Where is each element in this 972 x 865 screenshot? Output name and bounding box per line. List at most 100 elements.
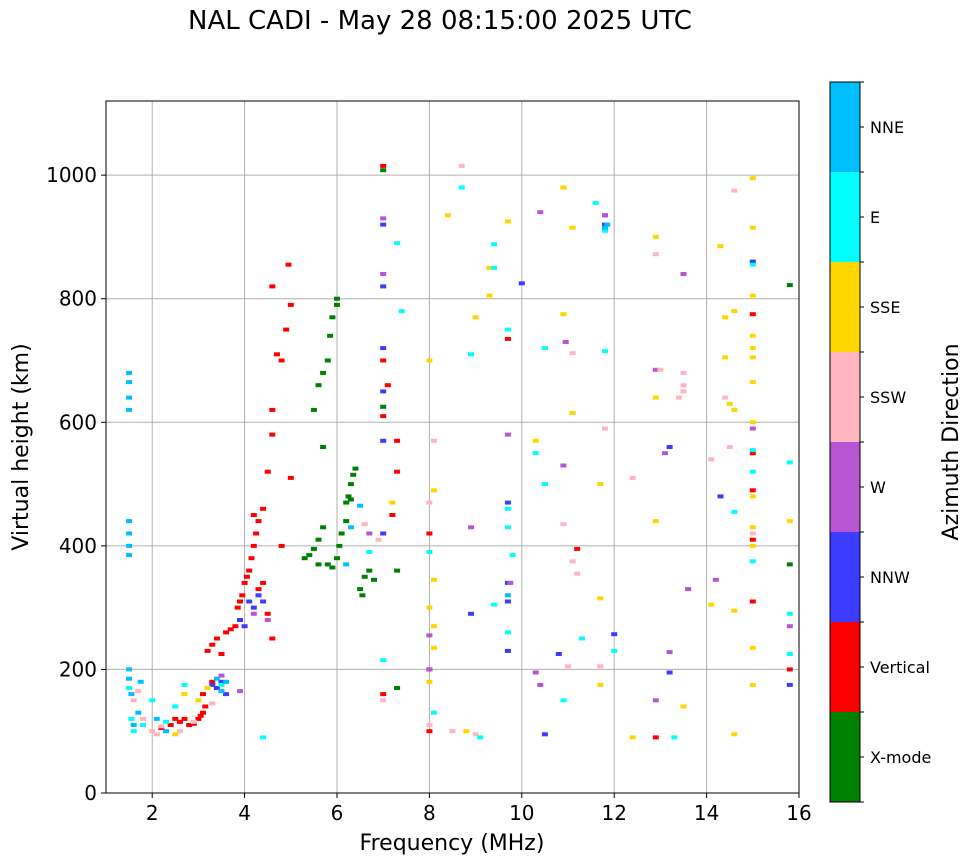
- data-point: [652, 234, 659, 239]
- data-point: [394, 469, 401, 474]
- data-point: [350, 472, 357, 477]
- data-point: [218, 689, 225, 694]
- data-point: [426, 550, 433, 554]
- data-point: [126, 676, 133, 681]
- data-point: [680, 383, 687, 388]
- data-point: [223, 692, 230, 697]
- data-point: [491, 602, 498, 607]
- y-tick-label: 0: [84, 781, 97, 805]
- data-point: [786, 667, 793, 672]
- colorbar-label: Azimuth Direction: [939, 343, 964, 540]
- data-point: [666, 445, 673, 449]
- data-point: [426, 500, 433, 505]
- data-point: [158, 724, 165, 729]
- data-point: [431, 488, 437, 493]
- data-point: [186, 723, 193, 727]
- data-point: [343, 519, 350, 524]
- plot-frame: [105, 100, 800, 794]
- data-point: [126, 531, 133, 536]
- data-point: [560, 185, 567, 190]
- data-point: [532, 451, 539, 456]
- data-points-layer: [126, 163, 793, 740]
- data-point: [255, 593, 262, 598]
- data-point: [749, 469, 756, 474]
- data-point: [380, 658, 387, 663]
- data-point: [264, 469, 271, 474]
- data-point: [541, 346, 548, 351]
- data-point: [149, 729, 156, 734]
- data-point: [578, 636, 585, 641]
- data-point: [652, 395, 659, 400]
- data-point: [380, 222, 387, 227]
- data-point: [629, 475, 636, 480]
- data-point: [283, 327, 290, 332]
- data-point: [310, 546, 317, 551]
- data-point: [680, 389, 687, 394]
- data-point: [237, 618, 243, 622]
- data-point: [285, 262, 292, 267]
- data-point: [130, 723, 137, 727]
- data-point: [181, 716, 188, 721]
- data-point: [431, 577, 437, 582]
- data-point: [130, 729, 137, 734]
- data-point: [366, 550, 373, 554]
- data-point: [597, 596, 604, 601]
- data-point: [786, 682, 793, 687]
- data-point: [426, 729, 433, 734]
- data-point: [602, 225, 608, 230]
- data-point: [749, 426, 756, 431]
- data-point: [227, 627, 234, 632]
- data-point: [250, 513, 257, 517]
- data-point: [472, 315, 479, 320]
- data-point: [237, 599, 243, 604]
- data-point: [347, 525, 354, 530]
- data-point: [218, 682, 225, 687]
- data-point: [380, 284, 387, 289]
- data-point: [749, 543, 756, 548]
- series-e: [126, 185, 793, 740]
- data-point: [652, 252, 659, 257]
- data-point: [458, 185, 465, 190]
- data-point: [172, 732, 179, 737]
- data-point: [128, 716, 135, 721]
- data-point: [250, 543, 257, 548]
- data-point: [574, 546, 581, 551]
- data-point: [357, 587, 364, 592]
- data-point: [345, 494, 352, 499]
- data-point: [149, 698, 156, 703]
- data-point: [398, 309, 405, 314]
- data-point: [200, 692, 206, 697]
- data-point: [675, 395, 682, 400]
- series-ssw: [130, 163, 756, 737]
- data-point: [204, 686, 211, 690]
- data-point: [371, 577, 377, 582]
- data-point: [306, 553, 313, 558]
- data-point: [278, 358, 285, 363]
- data-point: [468, 611, 474, 616]
- colorbar-tick-label: NNW: [870, 568, 910, 587]
- data-point: [786, 611, 793, 616]
- data-point: [241, 624, 248, 629]
- y-tick-label: 400: [59, 534, 97, 558]
- data-point: [426, 667, 433, 672]
- data-point: [486, 265, 493, 270]
- data-point: [560, 698, 567, 703]
- colorbar-tick-label: W: [870, 478, 886, 497]
- data-point: [749, 355, 756, 360]
- data-point: [232, 624, 239, 629]
- data-point: [458, 163, 465, 168]
- data-point: [597, 682, 604, 687]
- data-point: [749, 259, 756, 264]
- colorbar: X-mode Vertical NNW W SSW SSE E NNE: [829, 81, 931, 803]
- data-point: [243, 574, 250, 579]
- data-point: [472, 732, 479, 737]
- colorbar-segment: [830, 712, 860, 802]
- data-point: [722, 355, 729, 360]
- data-point: [666, 670, 673, 675]
- data-point: [334, 302, 340, 307]
- data-point: [749, 293, 756, 298]
- data-point: [504, 599, 511, 604]
- data-point: [384, 383, 391, 388]
- colorbar-segment: [830, 532, 860, 622]
- data-point: [310, 407, 317, 412]
